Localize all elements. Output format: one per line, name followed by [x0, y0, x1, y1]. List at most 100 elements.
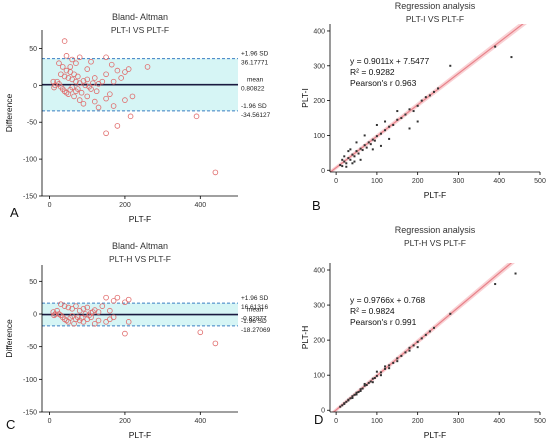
chart-subtitle: PLT-H VS PLT-F [404, 238, 466, 248]
data-point [80, 319, 87, 325]
r-squared: R² = 0.9824 [350, 306, 395, 316]
chart-title: Regression analysis [395, 225, 476, 235]
data-point [347, 150, 350, 153]
panel-letter: A [10, 205, 19, 220]
x-axis-label: PLT-F [424, 430, 447, 440]
y-tick-label: 0 [321, 168, 325, 175]
y-tick-label: 0 [33, 83, 37, 90]
data-point [339, 405, 342, 408]
data-point [379, 374, 382, 377]
y-tick-label: 400 [313, 28, 325, 35]
data-point [375, 370, 378, 373]
data-point [369, 143, 372, 146]
data-point [510, 56, 513, 59]
y-tick-label: -100 [23, 157, 37, 164]
mean-label: mean [247, 77, 264, 84]
data-point [122, 97, 128, 103]
data-point [428, 94, 431, 97]
y-axis-label: PLT-H [300, 326, 310, 349]
data-point [69, 56, 75, 63]
data-point [118, 75, 124, 81]
data-point [339, 164, 342, 167]
data-point [103, 319, 109, 325]
data-point [369, 380, 372, 383]
x-tick-label: 400 [493, 178, 505, 185]
data-point [420, 99, 423, 102]
panel-letter: B [312, 198, 321, 213]
data-point [408, 349, 411, 352]
y-axis-label: Difference [4, 93, 14, 132]
data-point [349, 158, 352, 161]
panel-letter: C [6, 417, 15, 432]
data-point [353, 155, 356, 158]
chart-subtitle: PLT-H VS PLT-F [109, 254, 171, 264]
pearson-r: Pearson's r 0.991 [350, 317, 417, 327]
data-point [341, 404, 344, 407]
data-point [69, 84, 75, 91]
data-point [76, 97, 83, 103]
data-point [84, 93, 91, 100]
data-point [75, 86, 81, 92]
x-axis-label: PLT-F [424, 190, 447, 200]
data-point [95, 104, 102, 111]
y-tick-label: 100 [313, 373, 325, 380]
data-point [91, 75, 98, 81]
data-point [384, 129, 387, 132]
data-point [357, 152, 360, 155]
data-point [449, 64, 452, 67]
plot-area [42, 38, 238, 176]
data-point [353, 160, 356, 163]
data-point [51, 84, 57, 91]
panel-letter: D [314, 412, 323, 427]
data-point [52, 311, 58, 317]
data-point [365, 146, 368, 149]
data-point [95, 81, 102, 87]
data-point [50, 309, 57, 315]
data-point [107, 307, 113, 314]
data-point [367, 141, 370, 144]
data-point [363, 382, 366, 385]
lower-sd-value: -34.56127 [241, 112, 271, 119]
data-point [65, 304, 72, 311]
upper-sd-label: +1.96 SD [241, 295, 269, 302]
data-point [345, 400, 348, 403]
data-point [114, 67, 121, 74]
data-point [125, 296, 132, 303]
data-point [367, 381, 370, 384]
data-point [412, 344, 415, 347]
x-tick-label: 400 [194, 418, 206, 425]
data-point [388, 125, 391, 128]
data-point [73, 78, 79, 85]
data-point [73, 316, 79, 323]
data-point [494, 283, 497, 286]
data-point [82, 311, 89, 317]
chart-title: Bland- Altman [112, 12, 168, 22]
y-tick-label: 300 [313, 303, 325, 310]
data-point [404, 351, 407, 354]
data-point [392, 123, 395, 126]
data-point [59, 314, 66, 321]
data-point [416, 120, 419, 123]
data-point [379, 371, 382, 374]
data-point [212, 169, 219, 176]
data-point [420, 337, 423, 340]
data-point [80, 100, 87, 107]
data-point [363, 384, 366, 387]
data-point [99, 303, 106, 309]
data-point [69, 313, 75, 319]
y-axis-label: Difference [4, 319, 14, 358]
upper-sd-value: 36.17771 [241, 60, 268, 67]
data-point [416, 104, 419, 107]
upper-sd-value: 16.61316 [241, 304, 268, 311]
data-point [114, 294, 121, 301]
y-tick-label: -100 [23, 377, 37, 384]
x-tick-label: 0 [48, 418, 52, 425]
y-tick-label: 0 [321, 408, 325, 415]
data-point [341, 158, 344, 161]
plot-area [330, 24, 528, 172]
data-point [127, 113, 134, 120]
data-point [373, 139, 376, 142]
data-point [400, 117, 403, 120]
data-point [379, 144, 382, 147]
y-tick-label: 100 [313, 133, 325, 140]
